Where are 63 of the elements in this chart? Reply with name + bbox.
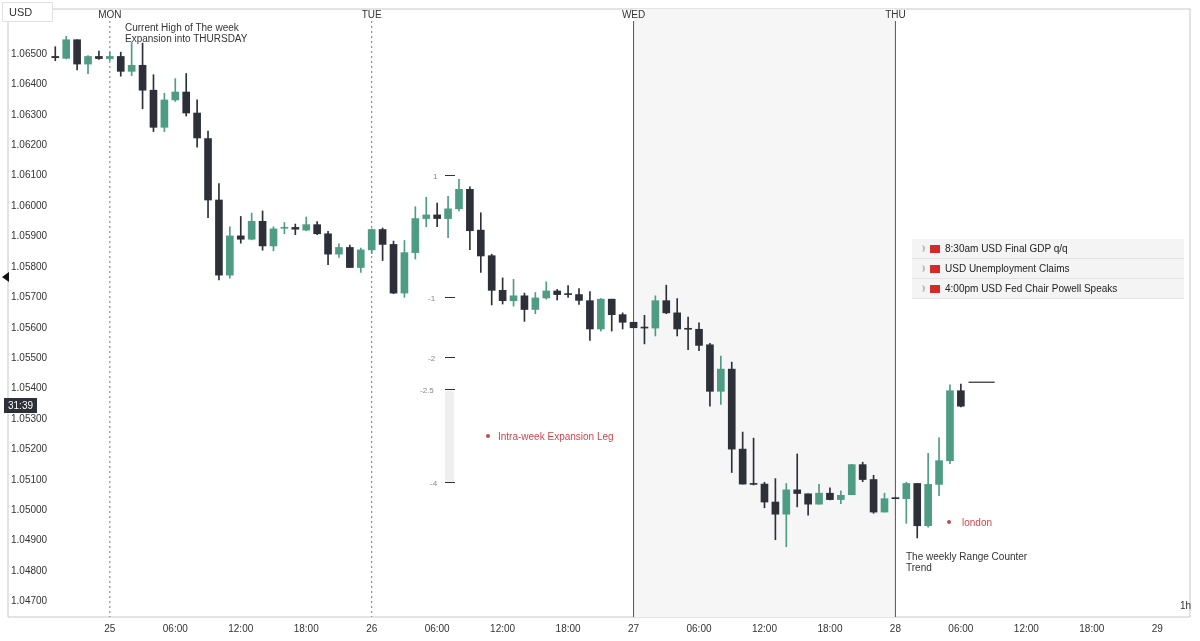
x-tick-label: 18:00 bbox=[817, 622, 843, 634]
y-tick-label: 1.05300 bbox=[11, 412, 48, 424]
candlestick bbox=[236, 216, 245, 244]
annotation: -1 bbox=[428, 293, 436, 304]
y-tick-label: 1.05600 bbox=[11, 321, 48, 333]
y-tick-label: 1.05400 bbox=[11, 382, 48, 394]
y-tick-label: 1.05500 bbox=[11, 351, 48, 363]
annotation: Intra-week Expansion Leg bbox=[498, 431, 614, 442]
annotation: 31:39 bbox=[4, 398, 38, 413]
x-tick-label: 27 bbox=[627, 622, 640, 634]
ref-line-label: MON bbox=[98, 8, 122, 20]
y-tick-label: 1.05100 bbox=[11, 473, 48, 485]
x-tick-label: 06:00 bbox=[424, 622, 451, 634]
x-tick-label: 18:00 bbox=[293, 622, 320, 634]
annotation: -2 bbox=[428, 353, 436, 364]
y-tick-label: 1.04700 bbox=[11, 595, 48, 607]
annotation: 1 bbox=[433, 171, 438, 182]
x-tick-label: 06:00 bbox=[162, 622, 189, 634]
y-tick-label: 1.06100 bbox=[11, 169, 48, 181]
annotation: 4:00pm USD Fed Chair Powell Speaks bbox=[945, 283, 1118, 294]
ref-line-label: WED bbox=[621, 8, 646, 20]
x-tick-label: 12:00 bbox=[228, 622, 254, 634]
x-tick-label: 12:00 bbox=[751, 622, 778, 634]
x-tick-label: 25 bbox=[104, 622, 116, 634]
y-tick-label: 1.06000 bbox=[11, 199, 48, 211]
candlestick bbox=[564, 285, 572, 298]
x-tick-label: 18:00 bbox=[1079, 622, 1105, 634]
candlestick bbox=[51, 46, 60, 62]
ref-line-label: THU bbox=[885, 8, 906, 20]
annotation: Current High of The week Expansion into THURSDAY bbox=[125, 22, 248, 44]
x-tick-label: 26 bbox=[366, 622, 378, 634]
annotation: 8:30am USD Final GDP q/q bbox=[945, 243, 1068, 254]
annotation: london bbox=[962, 517, 993, 528]
y-tick-label: 1.06400 bbox=[11, 78, 48, 90]
y-tick-label: 1.05700 bbox=[11, 291, 48, 303]
x-tick-label: 18:00 bbox=[555, 622, 582, 634]
y-axis-title: USD bbox=[2, 2, 54, 22]
y-tick-label: 1.06300 bbox=[11, 108, 48, 120]
x-tick-label: 12:00 bbox=[490, 622, 516, 634]
x-tick-label: 06:00 bbox=[686, 622, 712, 634]
y-tick-label: 1.06500 bbox=[11, 47, 48, 59]
annotation: -2.5 bbox=[420, 385, 434, 396]
x-tick-label: 29 bbox=[1151, 622, 1164, 634]
x-tick-label: 06:00 bbox=[948, 622, 974, 634]
y-tick-label: 1.04900 bbox=[11, 534, 48, 546]
calendar-panel: 8:30am USD Final GDP q/q USD Unemployment Claims 4:00pm USD Fed Chair Powell Speaks bbox=[912, 239, 1184, 299]
candlestick bbox=[422, 196, 431, 228]
y-tick-label: 1.04800 bbox=[11, 564, 48, 576]
x-tick-label: 12:00 bbox=[1013, 622, 1040, 634]
y-tick-label: 1.05000 bbox=[11, 503, 48, 515]
y-tick-label: 1.06200 bbox=[11, 139, 48, 151]
x-tick-label: 28 bbox=[889, 622, 902, 634]
y-tick-label: 1.05200 bbox=[11, 443, 48, 455]
annotation: 1h bbox=[1180, 600, 1192, 611]
ref-line-label: TUE bbox=[361, 8, 383, 20]
annotation: -4 bbox=[430, 478, 438, 489]
candlestick bbox=[684, 316, 692, 350]
annotation: The weekly Range Counter Trend bbox=[906, 551, 1028, 573]
annotation: USD Unemployment Claims bbox=[945, 263, 1070, 274]
y-tick-label: 1.05900 bbox=[11, 230, 48, 242]
y-tick-label: 1.05800 bbox=[11, 260, 48, 272]
candlestick bbox=[793, 453, 802, 508]
candlestick bbox=[433, 202, 441, 228]
